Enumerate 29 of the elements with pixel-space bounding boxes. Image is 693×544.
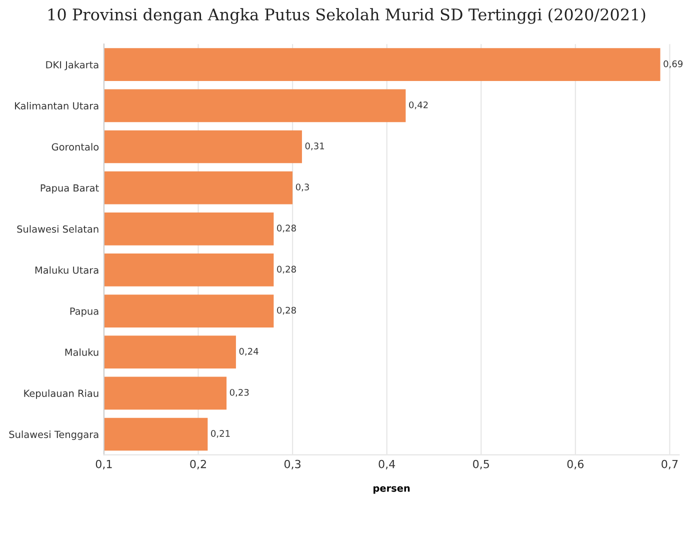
- y-tick-label: DKI Jakarta: [46, 60, 98, 70]
- y-tick-label: Gorontalo: [52, 143, 99, 151]
- x-tick-label: 0,3: [284, 460, 300, 470]
- y-tick-label: Maluku: [65, 348, 98, 356]
- y-tick-label: Maluku Utara: [35, 266, 98, 274]
- y-tick-label: Kalimantan Utara: [15, 102, 98, 110]
- y-tick-label: Kepulauan Riau: [24, 389, 98, 399]
- data-label: 0,28: [277, 266, 296, 274]
- data-label: 0,42: [409, 101, 428, 110]
- y-tick-label: Papua: [70, 308, 98, 317]
- data-label: 0,28: [277, 306, 296, 315]
- y-tick-label: Sulawesi Tenggara: [9, 430, 98, 440]
- x-axis-title: persen: [374, 486, 410, 494]
- data-label: 0,21: [211, 430, 230, 438]
- y-tick-label: Sulawesi Selatan: [17, 225, 98, 233]
- x-tick-label: 0,7: [662, 460, 678, 470]
- x-tick-label: 0,5: [473, 460, 489, 470]
- x-tick-label: 0,1: [96, 460, 112, 470]
- chart-title: 10 Provinsi dengan Angka Putus Sekolah Murid SD Tertinggi (2020/2021): [48, 8, 646, 24]
- x-tick-label: 0,2: [190, 460, 206, 470]
- x-tick-label: 0,6: [567, 460, 584, 470]
- data-label: 0,28: [277, 224, 296, 232]
- data-label: 0,3: [296, 184, 309, 192]
- data-label: 0,23: [230, 388, 249, 397]
- data-label: 0,69: [664, 60, 683, 68]
- x-tick-label: 0,4: [378, 460, 396, 470]
- data-label: 0,24: [239, 348, 258, 356]
- data-label: 0,31: [305, 142, 324, 150]
- y-tick-label: Papua Barat: [40, 184, 99, 194]
